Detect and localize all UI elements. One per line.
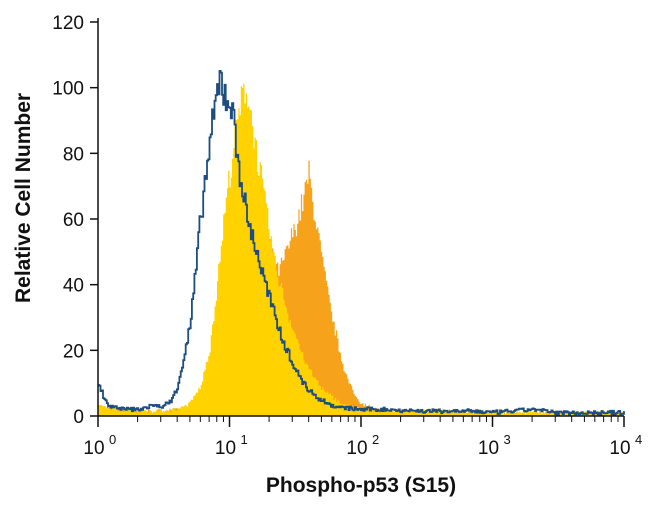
x-tick-label-3: 10 [478,438,499,459]
x-tick-exponent-4: 4 [635,432,642,447]
y-tick-label-60: 60 [63,210,84,231]
x-tick-exponent-1: 1 [241,432,248,447]
y-tick-label-120: 120 [52,13,84,34]
y-axis-title: Relative Cell Number [12,93,35,303]
x-tick-label-4: 10 [609,438,630,459]
y-tick-label-80: 80 [63,144,84,165]
y-tick-label-0: 0 [73,407,84,428]
x-tick-exponent-3: 3 [504,432,511,447]
series-layer [98,70,625,417]
x-tick-label-0: 10 [83,438,104,459]
series-blue-outline-histogram [98,70,625,416]
x-tick-exponent-0: 0 [109,432,116,447]
x-axis-title: Phospho-p53 (S15) [266,474,456,497]
x-tick-label-2: 10 [346,438,367,459]
x-tick-exponent-2: 2 [372,432,379,447]
y-tick-label-20: 20 [63,341,84,362]
axes-layer [97,18,624,417]
series-orange-histogram [98,111,624,417]
y-tick-label-40: 40 [63,276,84,297]
series-yellow-histogram [98,83,624,416]
x-tick-label-1: 10 [215,438,236,459]
y-tick-label-100: 100 [52,79,84,100]
